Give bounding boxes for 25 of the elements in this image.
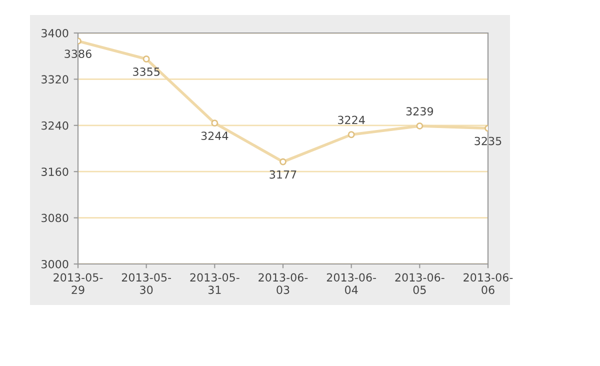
- point: [348, 131, 355, 138]
- data-label: 3224: [338, 116, 365, 124]
- data-label: 3177: [270, 170, 296, 179]
- y-tick-label: 3080: [42, 214, 68, 222]
- data-label: 3386: [64, 50, 92, 58]
- point: [211, 120, 218, 127]
- y-tick-label: 3320: [42, 75, 68, 84]
- x-tick-label: 2013-05- 29: [54, 273, 103, 294]
- point: [280, 158, 286, 166]
- x-tick-label: 2013-05- 30: [122, 273, 172, 294]
- x-tick-label: 2013-06- 03: [258, 273, 308, 294]
- x-tick-label: 2013-05- 31: [190, 273, 240, 294]
- point: [142, 56, 150, 62]
- x-tick-label: 2013-06- 04: [326, 273, 376, 294]
- data-label: 3244: [201, 132, 228, 140]
- data-label: 3239: [406, 107, 434, 116]
- y-tick-label: 3400: [42, 28, 68, 38]
- y-tick-label: 3160: [42, 168, 68, 176]
- x-tick-label: 2013-06- 06: [464, 273, 513, 294]
- data-label: 3355: [133, 68, 160, 76]
- x-tick-label: 2013-06- 05: [395, 273, 444, 294]
- data-label: 3235: [474, 136, 502, 146]
- y-tick-label: 3000: [42, 260, 68, 268]
- y-tick-label: 3240: [42, 121, 68, 130]
- point: [416, 122, 424, 130]
